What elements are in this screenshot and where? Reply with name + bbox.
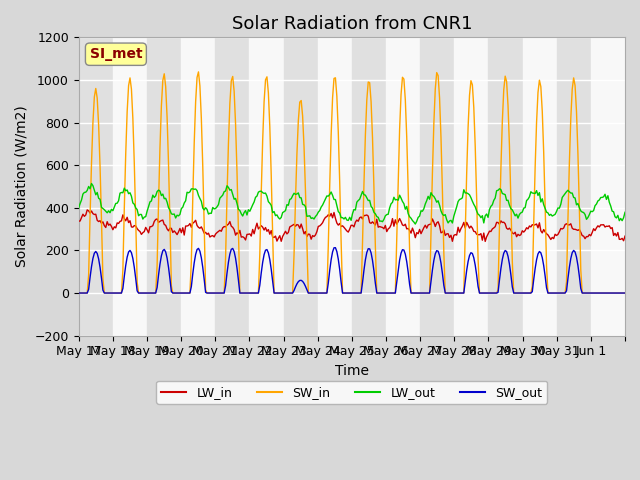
X-axis label: Time: Time — [335, 364, 369, 378]
Bar — [420, 37, 454, 336]
Legend: LW_in, SW_in, LW_out, SW_out: LW_in, SW_in, LW_out, SW_out — [156, 381, 547, 404]
Bar — [215, 37, 250, 336]
Bar — [317, 37, 352, 336]
Bar — [147, 37, 181, 336]
Bar — [386, 37, 420, 336]
Bar — [181, 37, 215, 336]
Bar — [591, 37, 625, 336]
Title: Solar Radiation from CNR1: Solar Radiation from CNR1 — [232, 15, 472, 33]
Bar — [113, 37, 147, 336]
Bar — [488, 37, 522, 336]
Bar — [284, 37, 317, 336]
Bar — [250, 37, 284, 336]
Bar — [522, 37, 557, 336]
Bar — [454, 37, 488, 336]
Y-axis label: Solar Radiation (W/m2): Solar Radiation (W/m2) — [15, 106, 29, 267]
Text: SI_met: SI_met — [90, 47, 142, 61]
Bar — [352, 37, 386, 336]
Bar — [79, 37, 113, 336]
Bar — [557, 37, 591, 336]
